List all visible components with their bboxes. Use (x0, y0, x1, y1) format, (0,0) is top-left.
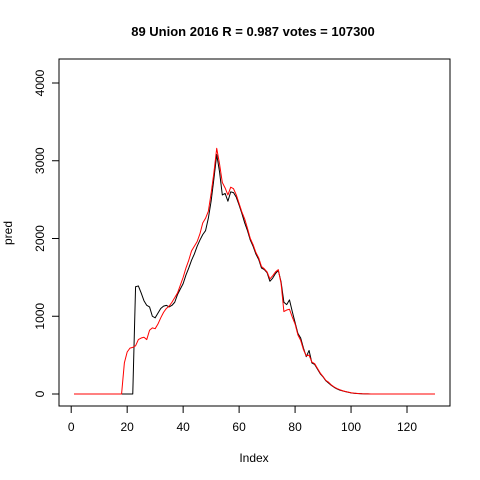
series-line-black (74, 154, 435, 395)
chart-title: 89 Union 2016 R = 0.987 votes = 107300 (131, 24, 375, 39)
x-tick-label: 120 (397, 420, 417, 434)
plot-frame (58, 58, 451, 407)
x-tick-label: 40 (176, 420, 190, 434)
x-tick-label: 80 (288, 420, 302, 434)
x-tick-label: 60 (232, 420, 246, 434)
x-axis: 0 20 40 60 80 100 120 (68, 405, 417, 434)
y-tick-label: 4000 (33, 69, 47, 96)
y-tick-label: 0 (33, 390, 47, 397)
x-tick-label: 20 (120, 420, 134, 434)
x-axis-title: Index (239, 451, 268, 465)
y-tick-label: 2000 (33, 225, 47, 252)
x-tick-label: 100 (341, 420, 361, 434)
y-tick-label: 3000 (33, 147, 47, 174)
series-layer (74, 147, 435, 395)
y-axis: 0 1000 2000 3000 4000 (33, 69, 60, 397)
x-tick-label: 0 (68, 420, 75, 434)
series-line-red (74, 147, 435, 395)
y-axis-title: pred (1, 221, 15, 245)
y-tick-label: 1000 (33, 303, 47, 330)
